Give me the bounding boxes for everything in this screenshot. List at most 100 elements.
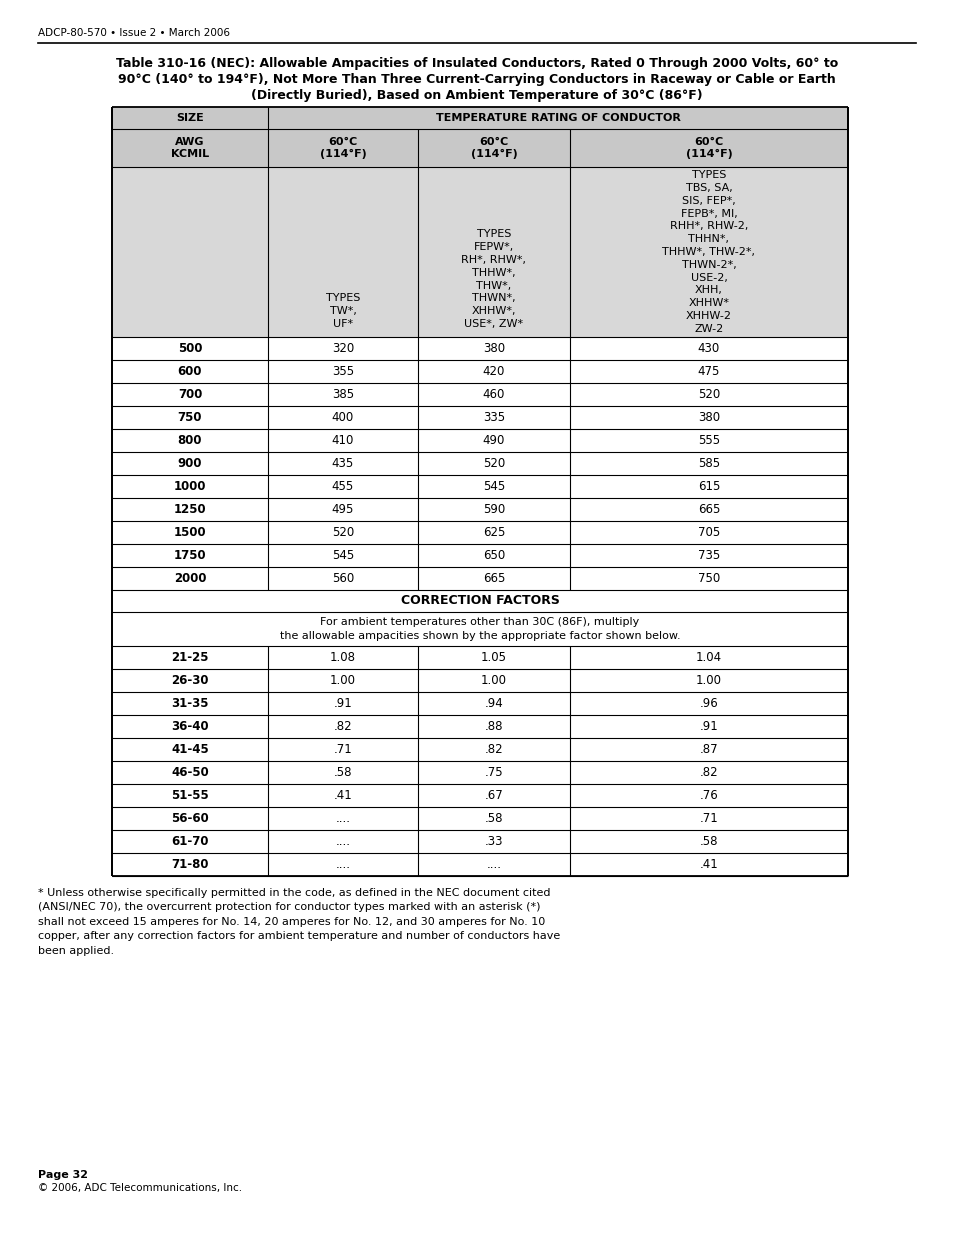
Text: 90°C (140° to 194°F), Not More Than Three Current-Carrying Conductors in Raceway: 90°C (140° to 194°F), Not More Than Thre… [118, 73, 835, 86]
Bar [268, 646, 417, 669]
Bar [268, 715, 417, 739]
Text: 735: 735 [698, 550, 720, 562]
Text: ADCP-80-570 • Issue 2 • March 2006: ADCP-80-570 • Issue 2 • March 2006 [38, 28, 230, 38]
Text: 650: 650 [482, 550, 504, 562]
Bar [268, 853, 417, 876]
Bar [112, 806, 268, 830]
Bar [112, 739, 268, 761]
Bar [112, 337, 268, 359]
Bar [569, 383, 847, 406]
Bar [268, 543, 417, 567]
Text: 1000: 1000 [173, 480, 206, 493]
Text: .82: .82 [334, 720, 352, 734]
Text: ....: .... [335, 858, 350, 871]
Text: 665: 665 [697, 503, 720, 516]
Bar [112, 452, 268, 475]
Bar [417, 475, 569, 498]
Text: TYPES
TW*,
UF*: TYPES TW*, UF* [326, 294, 360, 329]
Bar [569, 646, 847, 669]
Text: * Unless otherwise specifically permitted in the code, as defined in the NEC doc: * Unless otherwise specifically permitte… [38, 888, 559, 956]
Text: 1.05: 1.05 [480, 651, 506, 664]
Text: 800: 800 [177, 433, 202, 447]
Text: 1.00: 1.00 [330, 674, 355, 687]
Text: 545: 545 [482, 480, 504, 493]
Text: 585: 585 [698, 457, 720, 471]
Text: 1.04: 1.04 [695, 651, 721, 664]
Bar [268, 429, 417, 452]
Text: 46-50: 46-50 [171, 766, 209, 779]
Text: TEMPERATURE RATING OF CONDUCTOR: TEMPERATURE RATING OF CONDUCTOR [436, 112, 679, 124]
Text: 31-35: 31-35 [172, 697, 209, 710]
Bar [112, 359, 268, 383]
Bar [417, 406, 569, 429]
Text: ....: .... [486, 858, 501, 871]
Text: 355: 355 [332, 366, 354, 378]
Bar [268, 475, 417, 498]
Bar [569, 739, 847, 761]
Bar [417, 337, 569, 359]
Bar [268, 669, 417, 692]
Text: .71: .71 [334, 743, 352, 756]
Text: Page 32: Page 32 [38, 1170, 88, 1179]
Bar [417, 543, 569, 567]
Bar [569, 337, 847, 359]
Text: 41-45: 41-45 [171, 743, 209, 756]
Bar [569, 406, 847, 429]
Bar [417, 567, 569, 590]
Text: .58: .58 [334, 766, 352, 779]
Bar [417, 715, 569, 739]
Text: .96: .96 [699, 697, 718, 710]
Text: 430: 430 [698, 342, 720, 354]
Text: .91: .91 [334, 697, 352, 710]
Text: 380: 380 [482, 342, 504, 354]
Text: TYPES
FEPW*,
RH*, RHW*,
THHW*,
THW*,
THWN*,
XHHW*,
USE*, ZW*: TYPES FEPW*, RH*, RHW*, THHW*, THW*, THW… [461, 230, 526, 329]
Text: 460: 460 [482, 388, 505, 401]
Text: 500: 500 [177, 342, 202, 354]
Text: 385: 385 [332, 388, 354, 401]
Text: .94: .94 [484, 697, 503, 710]
Bar [268, 337, 417, 359]
Text: 750: 750 [698, 572, 720, 585]
Bar [112, 107, 847, 128]
Text: 495: 495 [332, 503, 354, 516]
Text: 26-30: 26-30 [172, 674, 209, 687]
Bar [112, 715, 268, 739]
Text: (Directly Buried), Based on Ambient Temperature of 30°C (86°F): (Directly Buried), Based on Ambient Temp… [251, 89, 702, 103]
Text: 380: 380 [698, 411, 720, 424]
Bar [112, 784, 268, 806]
Text: 410: 410 [332, 433, 354, 447]
Bar [112, 498, 268, 521]
Bar [569, 452, 847, 475]
Bar [417, 521, 569, 543]
Bar [417, 806, 569, 830]
Text: 1.00: 1.00 [696, 674, 721, 687]
Bar [417, 128, 569, 167]
Text: TYPES
TBS, SA,
SIS, FEP*,
FEPB*, MI,
RHH*, RHW-2,
THHN*,
THHW*, THW-2*,
THWN-2*,: TYPES TBS, SA, SIS, FEP*, FEPB*, MI, RHH… [661, 170, 755, 333]
Bar [112, 669, 268, 692]
Text: 400: 400 [332, 411, 354, 424]
Text: 615: 615 [697, 480, 720, 493]
Text: 560: 560 [332, 572, 354, 585]
Bar [112, 167, 268, 337]
Text: © 2006, ADC Telecommunications, Inc.: © 2006, ADC Telecommunications, Inc. [38, 1183, 242, 1193]
Text: 335: 335 [482, 411, 504, 424]
Bar [112, 853, 268, 876]
Bar [569, 715, 847, 739]
Text: .58: .58 [699, 835, 718, 848]
Text: .87: .87 [699, 743, 718, 756]
Text: .71: .71 [699, 811, 718, 825]
Bar [417, 692, 569, 715]
Text: 60°C
(114°F): 60°C (114°F) [319, 137, 366, 159]
Bar [417, 739, 569, 761]
Bar [417, 383, 569, 406]
Bar [268, 806, 417, 830]
Text: 590: 590 [482, 503, 504, 516]
Text: AWG
KCMIL: AWG KCMIL [171, 137, 209, 159]
Text: .33: .33 [484, 835, 503, 848]
Text: 900: 900 [177, 457, 202, 471]
Text: 625: 625 [482, 526, 505, 538]
Text: .58: .58 [484, 811, 503, 825]
Text: .76: .76 [699, 789, 718, 802]
Text: 1.08: 1.08 [330, 651, 355, 664]
Text: For ambient temperatures other than 30C (86F), multiply
the allowable ampacities: For ambient temperatures other than 30C … [279, 618, 679, 641]
